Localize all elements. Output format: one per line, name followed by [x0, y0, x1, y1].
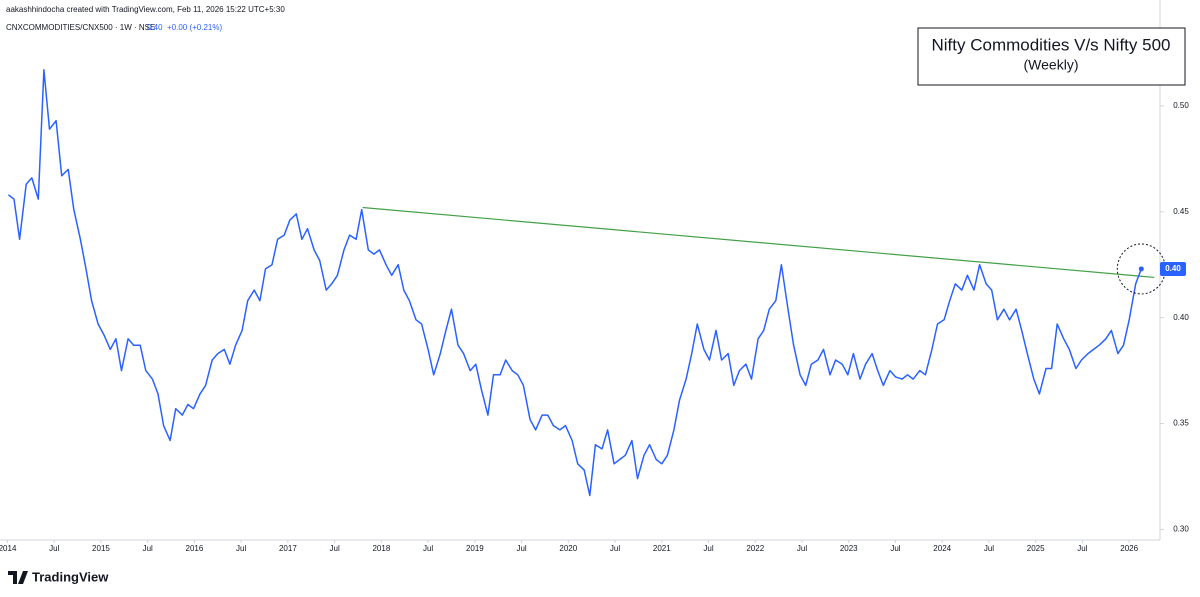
last-value: 0.40 — [147, 23, 163, 32]
change: +0.00 (+0.21%) — [167, 23, 222, 32]
x-tick-label: Jul — [1077, 544, 1087, 553]
price-tag-label: 0.40 — [1165, 264, 1181, 273]
x-tick-label: 2025 — [1027, 544, 1045, 553]
y-tick-label: 0.50 — [1173, 101, 1189, 110]
symbol: CNXCOMMODITIES/CNX500 · 1W · NSE — [6, 23, 155, 32]
x-tick-label: 2015 — [92, 544, 110, 553]
chart-title: Nifty Commodities V/s Nifty 500 — [931, 35, 1170, 54]
x-tick-label: Jul — [703, 544, 713, 553]
x-tick-label: 2023 — [840, 544, 858, 553]
x-tick-label: Jul — [516, 544, 526, 553]
x-tick-label: Jul — [49, 544, 59, 553]
chart-subtitle: (Weekly) — [1024, 57, 1079, 73]
x-tick-label: Jul — [236, 544, 246, 553]
logo: TradingView — [8, 569, 109, 584]
brand: TradingView — [32, 569, 109, 584]
last-point — [1138, 266, 1144, 272]
x-tick-label: Jul — [143, 544, 153, 553]
y-tick-label: 0.45 — [1173, 207, 1189, 216]
x-tick-label: 2017 — [279, 544, 297, 553]
x-tick-label: Jul — [330, 544, 340, 553]
price-tag — [1160, 261, 1186, 276]
x-tick-label: 2016 — [186, 544, 204, 553]
author-line: aakashhindocha created with TradingView.… — [6, 5, 285, 14]
x-tick-label: Jul — [423, 544, 433, 553]
x-tick-label: 2024 — [933, 544, 951, 553]
x-tick-label: Jul — [984, 544, 994, 553]
logo-mark — [8, 571, 28, 584]
trendline — [362, 206, 1155, 279]
x-tick-label: Jul — [610, 544, 620, 553]
x-tick-label: Jul — [890, 544, 900, 553]
x-tick-label: 2021 — [653, 544, 671, 553]
y-tick-label: 0.40 — [1173, 313, 1189, 322]
y-tick-label: 0.30 — [1173, 525, 1189, 534]
price-line — [7, 69, 1143, 497]
x-tick-label: 2018 — [372, 544, 390, 553]
x-tick-label: Jul — [797, 544, 807, 553]
x-tick-label: 2014 — [0, 544, 17, 553]
plot-area — [7, 69, 1155, 497]
x-tick-label: 2020 — [559, 544, 577, 553]
x-tick-label: 2019 — [466, 544, 484, 553]
x-tick-label: 2026 — [1120, 544, 1138, 553]
title-box — [917, 27, 1186, 86]
x-tick-label: 2022 — [746, 544, 764, 553]
y-tick-label: 0.35 — [1173, 419, 1189, 428]
